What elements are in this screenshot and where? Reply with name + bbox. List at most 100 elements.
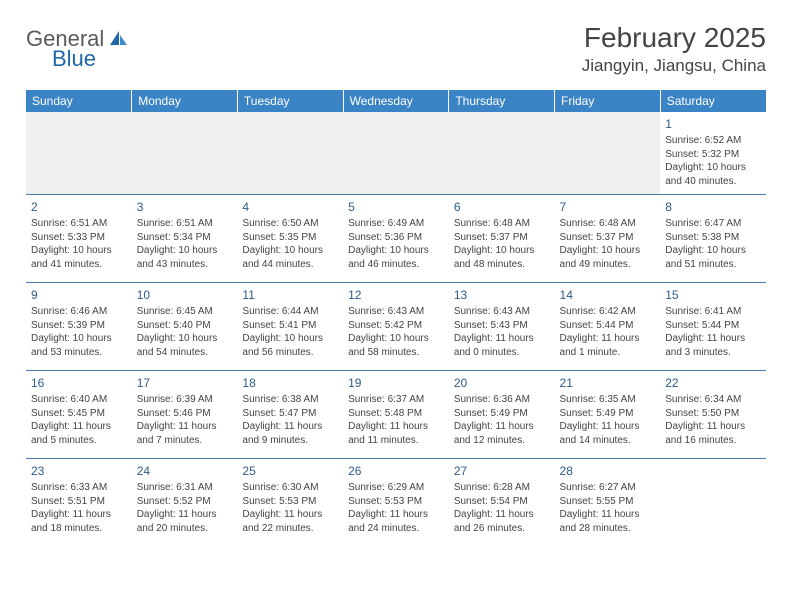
weekday-header: Friday bbox=[555, 90, 661, 112]
daylight-text: Daylight: 11 hours and 24 minutes. bbox=[348, 508, 444, 535]
sunset-text: Sunset: 5:33 PM bbox=[31, 231, 127, 245]
day-number: 9 bbox=[31, 287, 127, 303]
sunrise-text: Sunrise: 6:34 AM bbox=[665, 393, 761, 407]
calendar-cell: 21Sunrise: 6:35 AMSunset: 5:49 PMDayligh… bbox=[555, 371, 661, 459]
calendar-week: 1Sunrise: 6:52 AMSunset: 5:32 PMDaylight… bbox=[26, 112, 766, 195]
calendar-cell bbox=[555, 112, 661, 195]
daylight-text: Daylight: 11 hours and 14 minutes. bbox=[560, 420, 656, 447]
sunset-text: Sunset: 5:39 PM bbox=[31, 319, 127, 333]
sunset-text: Sunset: 5:45 PM bbox=[31, 407, 127, 421]
calendar-cell: 12Sunrise: 6:43 AMSunset: 5:42 PMDayligh… bbox=[343, 283, 449, 371]
calendar-cell: 2Sunrise: 6:51 AMSunset: 5:33 PMDaylight… bbox=[26, 195, 132, 283]
calendar-cell: 15Sunrise: 6:41 AMSunset: 5:44 PMDayligh… bbox=[660, 283, 766, 371]
calendar-cell: 4Sunrise: 6:50 AMSunset: 5:35 PMDaylight… bbox=[237, 195, 343, 283]
sunset-text: Sunset: 5:48 PM bbox=[348, 407, 444, 421]
daylight-text: Daylight: 10 hours and 53 minutes. bbox=[31, 332, 127, 359]
sunrise-text: Sunrise: 6:36 AM bbox=[454, 393, 550, 407]
sunset-text: Sunset: 5:44 PM bbox=[665, 319, 761, 333]
logo-overlay: General Blue bbox=[26, 28, 129, 70]
sunrise-text: Sunrise: 6:51 AM bbox=[31, 217, 127, 231]
calendar-cell: 23Sunrise: 6:33 AMSunset: 5:51 PMDayligh… bbox=[26, 459, 132, 547]
day-number: 18 bbox=[242, 375, 338, 391]
calendar-cell bbox=[237, 112, 343, 195]
sunset-text: Sunset: 5:35 PM bbox=[242, 231, 338, 245]
calendar-cell: 16 Sunrise: 6:40 AMSunset: 5:45 PMDayligh… bbox=[26, 371, 132, 459]
day-number: 16 bbox=[31, 375, 127, 391]
sunset-text: Sunset: 5:47 PM bbox=[242, 407, 338, 421]
day-number: 4 bbox=[242, 199, 338, 215]
daylight-text: Daylight: 10 hours and 56 minutes. bbox=[242, 332, 338, 359]
calendar-cell bbox=[26, 112, 132, 195]
daylight-text: Daylight: 10 hours and 43 minutes. bbox=[137, 244, 233, 271]
weekday-header-row: Sunday Monday Tuesday Wednesday Thursday… bbox=[26, 90, 766, 112]
daylight-text: Daylight: 11 hours and 18 minutes. bbox=[31, 508, 127, 535]
daylight-text: Daylight: 10 hours and 58 minutes. bbox=[348, 332, 444, 359]
calendar-cell: 3Sunrise: 6:51 AMSunset: 5:34 PMDaylight… bbox=[132, 195, 238, 283]
sunrise-text: Sunrise: 6:37 AM bbox=[348, 393, 444, 407]
daylight-text: Daylight: 11 hours and 22 minutes. bbox=[242, 508, 338, 535]
sunrise-text: Sunrise: 6:46 AM bbox=[31, 305, 127, 319]
month-title: February 2025 bbox=[582, 22, 766, 54]
daylight-text: Daylight: 10 hours and 40 minutes. bbox=[665, 161, 761, 188]
calendar-cell: 14 Sunrise: 6:42 AMSunset: 5:44 PMDayligh… bbox=[555, 283, 661, 371]
daylight-text: Daylight: 10 hours and 49 minutes. bbox=[560, 244, 656, 271]
weekday-header: Thursday bbox=[449, 90, 555, 112]
daylight-text: Daylight: 11 hours and 9 minutes. bbox=[242, 420, 338, 447]
calendar-cell: 13Sunrise: 6:43 AMSunset: 5:43 PMDayligh… bbox=[449, 283, 555, 371]
calendar-cell: 10Sunrise: 6:45 AMSunset: 5:40 PMDayligh… bbox=[132, 283, 238, 371]
day-number: 26 bbox=[348, 463, 444, 479]
sunset-text: Sunset: 5:37 PM bbox=[560, 231, 656, 245]
day-number: 19 bbox=[348, 375, 444, 391]
sunset-text: Sunset: 5:44 PM bbox=[560, 319, 656, 333]
calendar-week: 23Sunrise: 6:33 AMSunset: 5:51 PMDayligh… bbox=[26, 459, 766, 547]
sunrise-text: Sunrise: 6:35 AM bbox=[560, 393, 656, 407]
sunrise-text: Sunrise: 6:42 AM bbox=[560, 305, 656, 319]
day-number: 20 bbox=[454, 375, 550, 391]
sunrise-text: Sunrise: 6:31 AM bbox=[137, 481, 233, 495]
logo-blue: Blue bbox=[52, 46, 96, 71]
sunrise-text: Sunrise: 6:43 AM bbox=[454, 305, 550, 319]
daylight-text: Daylight: 10 hours and 51 minutes. bbox=[665, 244, 761, 271]
sunrise-text: Sunrise: 6:48 AM bbox=[560, 217, 656, 231]
sunrise-text: Sunrise: 6:47 AM bbox=[665, 217, 761, 231]
sunrise-text: Sunrise: 6:50 AM bbox=[242, 217, 338, 231]
sunrise-text: Sunrise: 6:44 AM bbox=[242, 305, 338, 319]
sunrise-text: Sunrise: 6:38 AM bbox=[242, 393, 338, 407]
daylight-text: Daylight: 11 hours and 3 minutes. bbox=[665, 332, 761, 359]
header: General February 2025 Jiangyin, Jiangsu,… bbox=[26, 22, 766, 76]
sunrise-text: Sunrise: 6:48 AM bbox=[454, 217, 550, 231]
calendar-cell: 27Sunrise: 6:28 AMSunset: 5:54 PMDayligh… bbox=[449, 459, 555, 547]
daylight-text: Daylight: 11 hours and 28 minutes. bbox=[560, 508, 656, 535]
sunset-text: Sunset: 5:46 PM bbox=[137, 407, 233, 421]
sunrise-text: Sunrise: 6:28 AM bbox=[454, 481, 550, 495]
day-number: 11 bbox=[242, 287, 338, 303]
sunrise-text: Sunrise: 6:33 AM bbox=[31, 481, 127, 495]
day-number: 7 bbox=[560, 199, 656, 215]
daylight-text: Daylight: 11 hours and 1 minute. bbox=[560, 332, 656, 359]
calendar-cell bbox=[132, 112, 238, 195]
weekday-header: Monday bbox=[132, 90, 238, 112]
day-number: 14 bbox=[560, 287, 656, 303]
calendar-cell bbox=[449, 112, 555, 195]
sunset-text: Sunset: 5:36 PM bbox=[348, 231, 444, 245]
sunset-text: Sunset: 5:53 PM bbox=[242, 495, 338, 509]
day-number: 10 bbox=[137, 287, 233, 303]
daylight-text: Daylight: 10 hours and 54 minutes. bbox=[137, 332, 233, 359]
calendar-week: 2Sunrise: 6:51 AMSunset: 5:33 PMDaylight… bbox=[26, 195, 766, 283]
sunset-text: Sunset: 5:49 PM bbox=[454, 407, 550, 421]
daylight-text: Daylight: 11 hours and 11 minutes. bbox=[348, 420, 444, 447]
sunrise-text: Sunrise: 6:40 AM bbox=[31, 393, 127, 407]
sunrise-text: Sunrise: 6:43 AM bbox=[348, 305, 444, 319]
calendar-cell: 24Sunrise: 6:31 AMSunset: 5:52 PMDayligh… bbox=[132, 459, 238, 547]
calendar-cell: 1Sunrise: 6:52 AMSunset: 5:32 PMDaylight… bbox=[660, 112, 766, 195]
calendar-cell: 19 Sunrise: 6:37 AMSunset: 5:48 PMDayligh… bbox=[343, 371, 449, 459]
sunset-text: Sunset: 5:43 PM bbox=[454, 319, 550, 333]
daylight-text: Daylight: 10 hours and 48 minutes. bbox=[454, 244, 550, 271]
sunrise-text: Sunrise: 6:39 AM bbox=[137, 393, 233, 407]
calendar-cell: 9 Sunrise: 6:46 AMSunset: 5:39 PMDaylight… bbox=[26, 283, 132, 371]
day-number: 23 bbox=[31, 463, 127, 479]
calendar-cell: 28Sunrise: 6:27 AMSunset: 5:55 PMDayligh… bbox=[555, 459, 661, 547]
calendar-cell: 5Sunrise: 6:49 AMSunset: 5:36 PMDaylight… bbox=[343, 195, 449, 283]
day-number: 13 bbox=[454, 287, 550, 303]
daylight-text: Daylight: 11 hours and 5 minutes. bbox=[31, 420, 127, 447]
